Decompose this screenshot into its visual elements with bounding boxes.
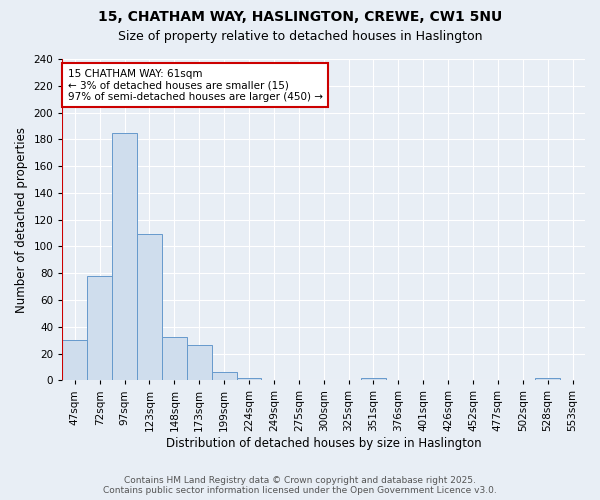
Text: 15, CHATHAM WAY, HASLINGTON, CREWE, CW1 5NU: 15, CHATHAM WAY, HASLINGTON, CREWE, CW1 … xyxy=(98,10,502,24)
Text: Contains HM Land Registry data © Crown copyright and database right 2025.
Contai: Contains HM Land Registry data © Crown c… xyxy=(103,476,497,495)
Bar xyxy=(187,346,212,380)
Bar xyxy=(162,338,187,380)
Bar xyxy=(112,132,137,380)
X-axis label: Distribution of detached houses by size in Haslington: Distribution of detached houses by size … xyxy=(166,437,481,450)
Text: Size of property relative to detached houses in Haslington: Size of property relative to detached ho… xyxy=(118,30,482,43)
Y-axis label: Number of detached properties: Number of detached properties xyxy=(15,126,28,312)
Bar xyxy=(361,378,386,380)
Bar xyxy=(87,276,112,380)
Bar xyxy=(535,378,560,380)
Bar xyxy=(137,234,162,380)
Bar xyxy=(62,340,87,380)
Bar xyxy=(236,378,262,380)
Text: 15 CHATHAM WAY: 61sqm
← 3% of detached houses are smaller (15)
97% of semi-detac: 15 CHATHAM WAY: 61sqm ← 3% of detached h… xyxy=(68,68,323,102)
Bar xyxy=(212,372,236,380)
